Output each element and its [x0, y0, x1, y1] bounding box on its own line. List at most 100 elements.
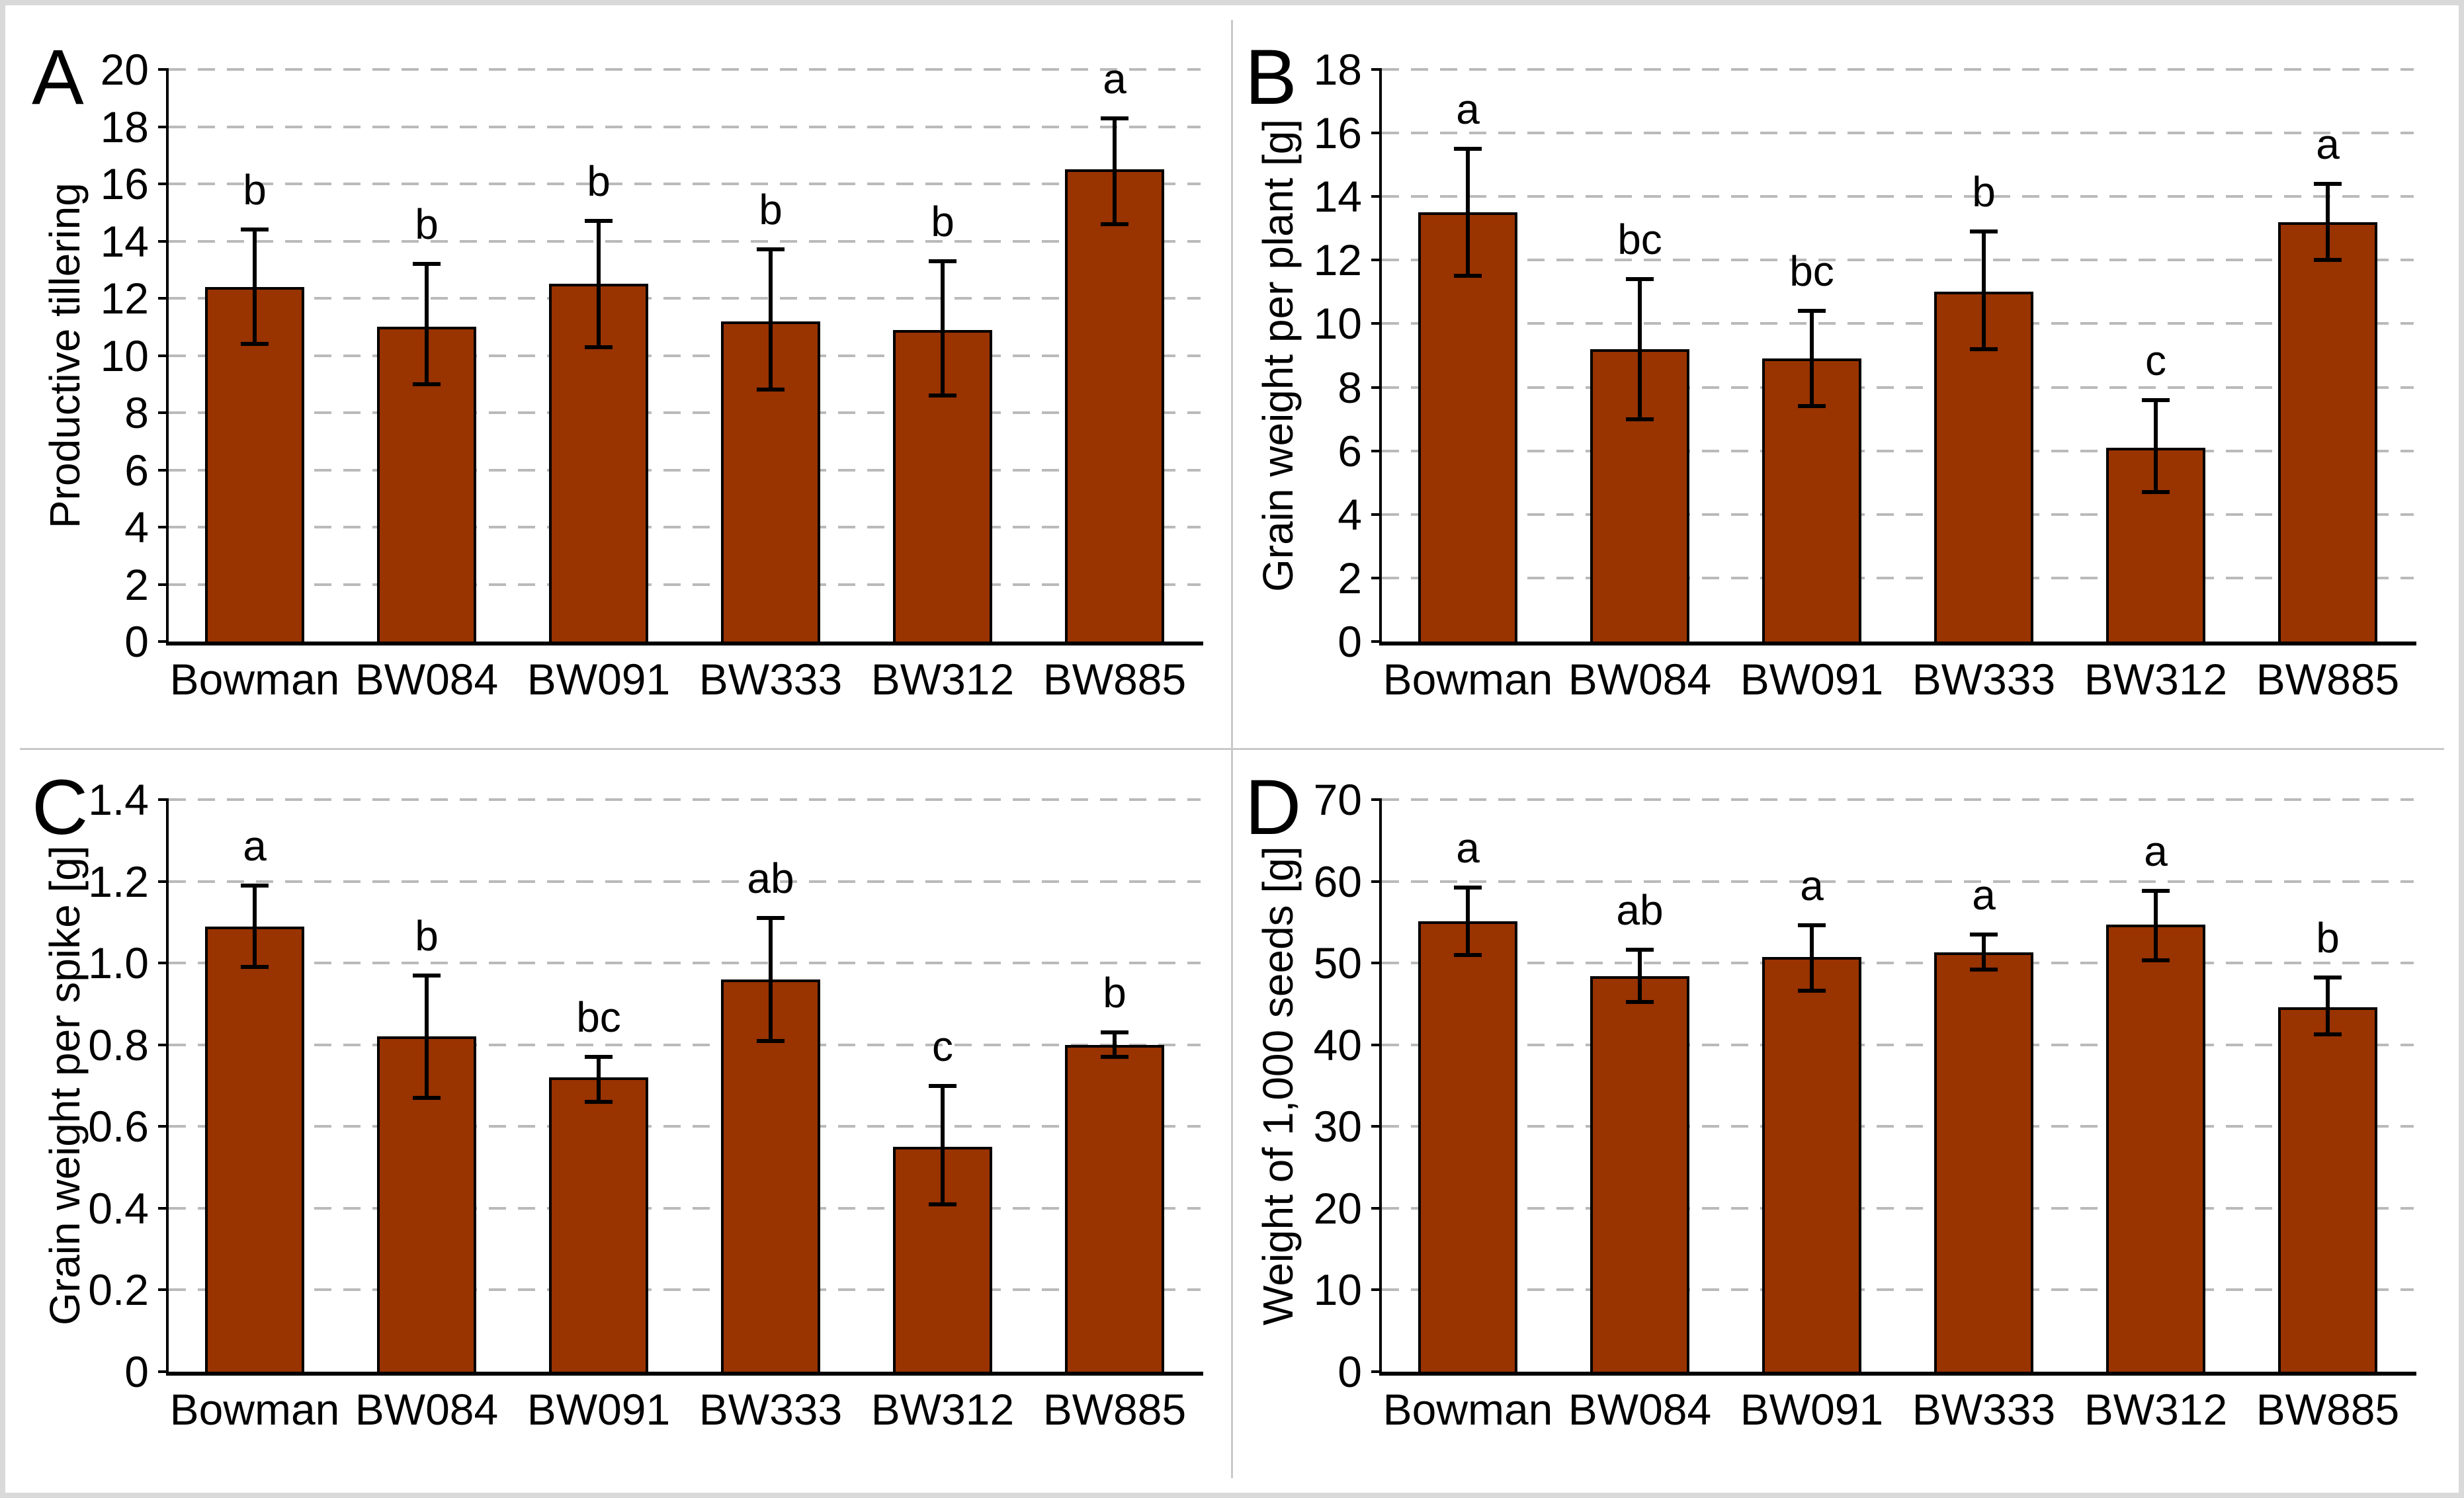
y-tick-label: 18 — [1313, 45, 1362, 94]
error-bar-line — [253, 885, 257, 968]
y-axis-tick-mark — [1371, 195, 1382, 198]
significance-letter: a — [243, 821, 267, 870]
gridline — [1382, 322, 2414, 325]
x-tick-label: BW084 — [1568, 1385, 1712, 1434]
significance-letter: b — [2316, 914, 2340, 962]
error-bar-line — [2326, 184, 2330, 261]
error-bar-cap-top — [1798, 923, 1826, 928]
panel-letter: B — [1245, 34, 1297, 121]
significance-letter: b — [931, 197, 955, 245]
error-bar-cap-bottom — [1101, 222, 1128, 226]
significance-letter: b — [587, 157, 611, 206]
bar — [2278, 222, 2377, 642]
y-axis-tick-mark — [158, 1043, 169, 1046]
bar — [549, 1077, 648, 1372]
error-bar-cap-top — [1970, 932, 1998, 936]
y-axis-tick-mark — [1371, 962, 1382, 965]
gridline — [1382, 1206, 2414, 1210]
y-tick-label: 0.2 — [88, 1265, 149, 1315]
error-bar-cap-top — [585, 1055, 613, 1060]
bar — [205, 926, 304, 1372]
x-tick-label: BW091 — [1740, 1385, 1884, 1434]
y-axis-tick-mark — [1371, 322, 1382, 325]
error-bar-line — [1638, 950, 1642, 1003]
gridline — [1382, 576, 2414, 579]
bar — [1934, 952, 2033, 1372]
y-tick-label: 10 — [1313, 1265, 1362, 1315]
y-axis-tick-mark — [158, 354, 169, 357]
bar — [1065, 169, 1164, 642]
x-tick-label: Bowman — [169, 1385, 340, 1434]
significance-letter: b — [1972, 168, 1996, 216]
error-bar-line — [2154, 399, 2158, 493]
x-tick-label: Bowman — [169, 655, 340, 704]
error-bar-cap-bottom — [1626, 417, 1654, 421]
y-axis-tick-mark — [158, 526, 169, 528]
y-tick-label: 4 — [124, 503, 149, 552]
y-tick-label: 0 — [124, 1347, 149, 1396]
y-tick-label: 70 — [1313, 775, 1362, 824]
bar — [1590, 976, 1689, 1372]
y-axis-tick-mark — [158, 583, 169, 586]
x-axis-line — [166, 1372, 1203, 1376]
error-bar-cap-bottom — [585, 345, 613, 349]
gridline — [169, 468, 1201, 472]
gridline — [1382, 449, 2414, 452]
error-bar-line — [941, 261, 945, 396]
error-bar-cap-top — [1101, 116, 1128, 120]
error-bar-line — [1810, 925, 1814, 991]
x-axis-line — [1379, 1372, 2416, 1376]
error-bar-line — [1638, 279, 1642, 419]
error-bar-cap-top — [2314, 976, 2342, 980]
gridline — [1382, 1288, 2414, 1292]
y-axis-tick-mark — [1371, 68, 1382, 71]
y-axis-tick-mark — [158, 962, 169, 965]
y-axis-line — [166, 68, 169, 642]
y-tick-label: 20 — [1313, 1183, 1362, 1233]
error-bar-cap-bottom — [1970, 968, 1998, 972]
x-tick-label: BW885 — [1042, 1385, 1187, 1434]
error-bar-cap-top — [929, 259, 956, 263]
y-axis-tick-mark — [1371, 576, 1382, 579]
significance-letter: a — [1972, 870, 1996, 919]
y-axis-tick-mark — [158, 125, 169, 128]
gridline — [169, 1043, 1201, 1046]
error-bar-cap-bottom — [1454, 274, 1482, 278]
error-bar-cap-top — [1970, 229, 1998, 234]
y-tick-label: 16 — [100, 159, 149, 208]
y-tick-label: 12 — [100, 274, 149, 323]
y-axis-line — [1379, 68, 1382, 642]
y-axis-tick-mark — [1371, 1370, 1382, 1373]
y-axis-tick-mark — [1371, 1043, 1382, 1046]
figure-panel-grid: A Productive tillering 0 2 4 6 8 10 12 14 16 18 20 b B… — [20, 20, 2444, 1478]
significance-letter: b — [243, 166, 267, 214]
gridline — [1382, 513, 2414, 516]
gridline — [169, 526, 1201, 528]
y-tick-label: 0.4 — [88, 1183, 149, 1233]
error-bar-cap-bottom — [929, 1202, 956, 1206]
error-bar-line — [769, 249, 773, 390]
y-axis-tick-mark — [1371, 1288, 1382, 1292]
gridline — [1382, 195, 2414, 198]
bar — [893, 329, 992, 642]
error-bar-line — [253, 229, 257, 345]
gridline — [169, 880, 1201, 883]
y-axis-line — [1379, 798, 1382, 1372]
error-bar-line — [425, 975, 429, 1099]
x-tick-label: BW333 — [699, 1385, 843, 1434]
x-tick-label: BW312 — [871, 655, 1015, 704]
error-bar-cap-top — [2142, 397, 2170, 402]
panel-letter: A — [32, 34, 84, 121]
bar — [1418, 212, 1517, 642]
x-tick-label: Bowman — [1382, 655, 1553, 704]
significance-letter: b — [415, 200, 439, 249]
panel-A: A Productive tillering 0 2 4 6 8 10 12 14 16 18 20 b B… — [20, 20, 1231, 748]
bar — [1418, 921, 1517, 1372]
significance-letter: b — [759, 186, 783, 234]
x-tick-label: BW091 — [527, 655, 671, 704]
y-axis-tick-mark — [1371, 386, 1382, 389]
error-bar-cap-bottom — [1798, 404, 1826, 409]
gridline — [169, 798, 1201, 801]
error-bar-line — [1113, 1032, 1117, 1058]
error-bar-cap-top — [2314, 182, 2342, 186]
